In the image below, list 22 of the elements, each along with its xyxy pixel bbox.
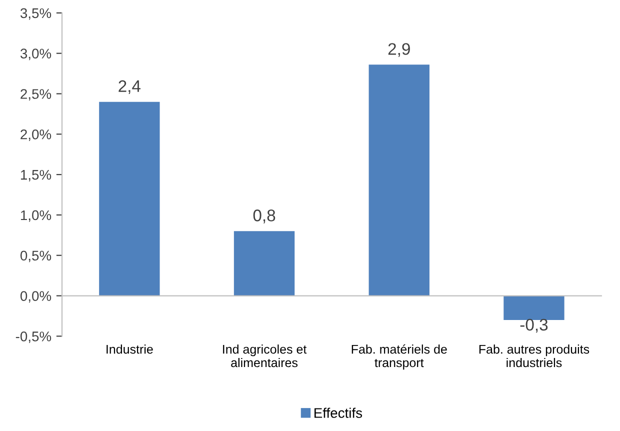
bar bbox=[368, 64, 430, 296]
y-tick-label: 1,0% bbox=[20, 210, 52, 222]
y-tick-label: 1,5% bbox=[20, 170, 52, 182]
y-tick-label: 0,0% bbox=[20, 291, 52, 303]
legend-label: Effectifs bbox=[314, 408, 362, 418]
data-label: 2,4 bbox=[118, 80, 141, 94]
bar bbox=[99, 102, 160, 296]
y-tick-label: 0,5% bbox=[20, 250, 52, 262]
y-tick-label: -0,5% bbox=[16, 332, 52, 343]
bar bbox=[504, 296, 564, 320]
y-tick-label: 2,0% bbox=[20, 129, 52, 141]
data-label: -0,3 bbox=[520, 318, 548, 333]
x-tick-label: Industrie bbox=[106, 344, 153, 354]
x-tick-label: Ind agricoles et alimentaires bbox=[223, 344, 307, 368]
y-tick-label: 2,5% bbox=[20, 89, 52, 101]
y-tick-label: 3,0% bbox=[20, 48, 52, 60]
bar bbox=[234, 231, 295, 296]
data-label: 2,9 bbox=[388, 43, 410, 57]
x-tick-label: Fab. autres produits industriels bbox=[479, 344, 590, 368]
data-label: 0,8 bbox=[253, 210, 276, 224]
y-tick-label: 3,5% bbox=[20, 8, 52, 20]
x-tick-label: Fab. matériels de transport bbox=[352, 344, 447, 370]
